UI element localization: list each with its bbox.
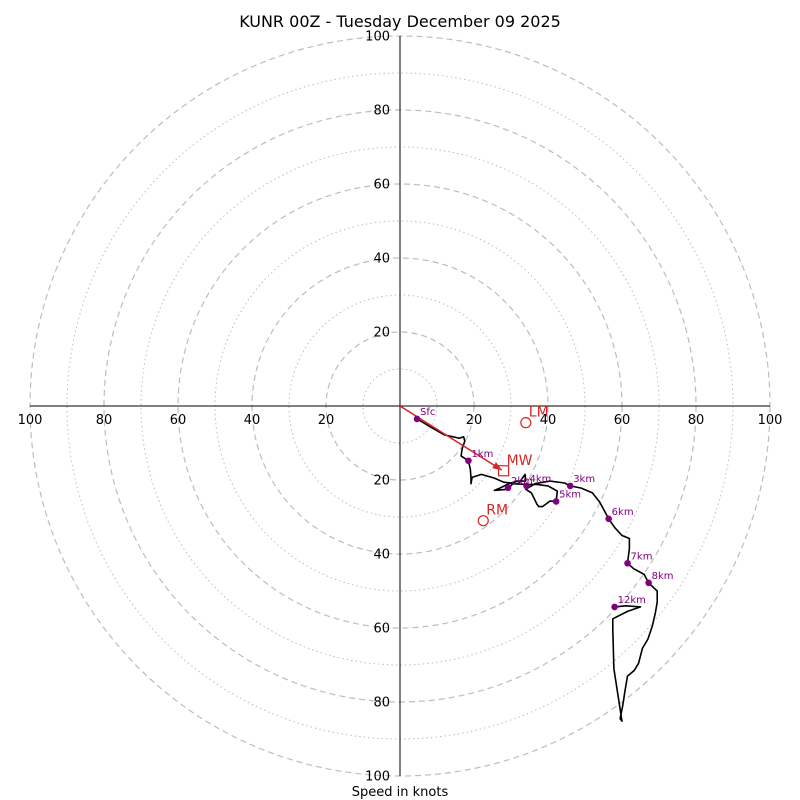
label-lm: LM (529, 405, 549, 421)
point-label-1km: 1km (471, 449, 493, 460)
point-label-8km: 8km (652, 571, 674, 582)
point-2km (504, 484, 512, 492)
y-tick-neg-20: 20 (373, 474, 390, 489)
point-label-2km: 2km (511, 476, 533, 487)
chart-title: KUNR 00Z - Tuesday December 09 2025 (239, 12, 561, 31)
x-axis-label: Speed in knots (352, 785, 449, 800)
x-tick-pos-20: 20 (466, 413, 483, 428)
point-label-5km: 5km (559, 489, 581, 500)
point-6km (605, 515, 612, 523)
point-sfc (413, 415, 421, 423)
y-tick-pos-100: 100 (365, 30, 390, 45)
marker-mw (498, 465, 510, 477)
x-tick-pos-100: 100 (758, 413, 783, 428)
point-1km (465, 457, 472, 465)
x-tick-pos-60: 60 (614, 413, 631, 428)
height-points: Sfc 1km 2km 3km 4km 5km 6km 7km 8km 12km (413, 407, 674, 611)
point-12km (611, 603, 618, 611)
y-tick-neg-100: 100 (365, 770, 390, 785)
point-label-6km: 6km (612, 507, 634, 518)
point-label-4km: 4km (530, 474, 552, 485)
marker-lm (520, 417, 532, 429)
y-tick-pos-80: 80 (373, 104, 390, 119)
point-7km (624, 559, 631, 567)
hodograph-trace (416, 417, 659, 723)
x-tick-pos-80: 80 (688, 413, 705, 428)
point-label-sfc: Sfc (420, 407, 435, 418)
x-tick-neg-20: 20 (318, 413, 335, 428)
y-tick-pos-60: 60 (373, 178, 390, 193)
point-5km (552, 498, 560, 505)
y-tick-neg-60: 60 (373, 622, 390, 637)
point-label-7km: 7km (631, 551, 653, 562)
y-tick-pos-40: 40 (373, 252, 390, 267)
label-rm: RM (486, 503, 508, 519)
tick-labels: 20 20 20 20 40 40 40 40 60 60 60 60 80 80 80 80 100 100 10… (18, 30, 783, 785)
point-label-12km: 12km (618, 595, 646, 606)
x-tick-pos-40: 40 (540, 413, 557, 428)
point-4km (523, 482, 530, 490)
y-tick-neg-40: 40 (373, 548, 390, 563)
point-label-3km: 3km (573, 474, 595, 485)
x-tick-neg-60: 60 (170, 413, 187, 428)
point-3km (566, 482, 574, 490)
y-tick-neg-80: 80 (373, 696, 390, 711)
y-tick-pos-20: 20 (373, 326, 390, 341)
wind-trace (416, 417, 659, 723)
x-tick-neg-80: 80 (96, 413, 113, 428)
label-mw: MW (507, 453, 533, 469)
x-tick-neg-40: 40 (244, 413, 261, 428)
shear-vector-head (492, 462, 502, 470)
point-8km (645, 579, 652, 587)
x-tick-neg-100: 100 (18, 413, 43, 428)
marker-rm (477, 515, 489, 527)
